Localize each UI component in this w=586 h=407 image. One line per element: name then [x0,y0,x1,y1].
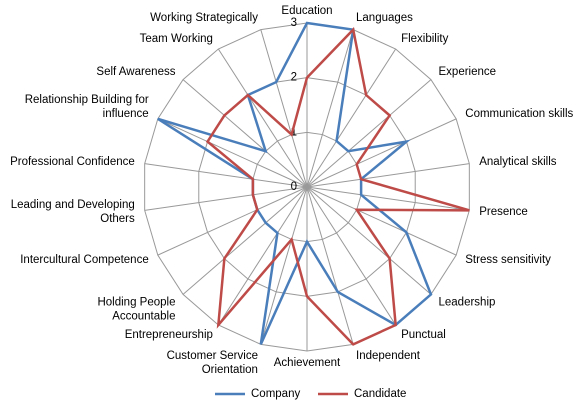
category-label: Holding People Accountable [97,296,175,322]
category-label: Professional Confidence [10,156,135,168]
category-label: Team Working [140,33,213,45]
category-label: Stress sensitivity [465,254,551,266]
category-label: Independent [356,350,421,362]
spoke [306,186,457,256]
category-label: Self Awareness [96,66,175,78]
category-label: Analytical skills [479,156,557,168]
spoke [144,163,308,188]
spoke [157,118,308,188]
spoke [306,186,432,295]
spoke [306,186,397,326]
category-label: Flexibility [401,33,449,45]
legend-label: Company [251,388,300,400]
tick-label: 1 [291,126,297,138]
category-label: Customer Service Orientation [167,350,258,376]
spoke [306,118,457,188]
category-label: Entrepreneurship [125,329,213,341]
spoke [157,186,308,256]
spoke [306,79,432,188]
category-label: Punctual [401,329,446,341]
category-label: Working Strategically [150,12,258,24]
category-label: Leadership [439,296,496,308]
spoke [306,48,397,188]
category-label: Achievement [274,357,341,369]
spoke [217,186,308,326]
spoke [306,186,470,211]
legend-label: Candidate [354,388,406,400]
category-label: Leading and Developing Others [11,199,135,225]
spoke [182,186,308,295]
spoke [306,186,354,345]
spoke [306,163,470,188]
category-label: Education [281,5,332,17]
spoke [260,186,308,345]
spoke [217,48,308,188]
category-label: Communication skills [465,108,573,120]
category-label: Intercultural Competence [20,254,148,266]
category-label: Experience [439,66,497,78]
category-label: Presence [479,206,528,218]
spoke [144,186,308,211]
series-line [205,27,470,346]
category-label: Relationship Building for influence [25,94,149,120]
tick-label: 2 [291,72,297,84]
category-label: Languages [356,12,413,24]
series-line [157,21,433,345]
spoke [182,79,308,188]
tick-label: 3 [291,17,297,29]
spoke [260,29,308,188]
tick-label: 0 [291,181,297,193]
spoke [306,29,354,188]
